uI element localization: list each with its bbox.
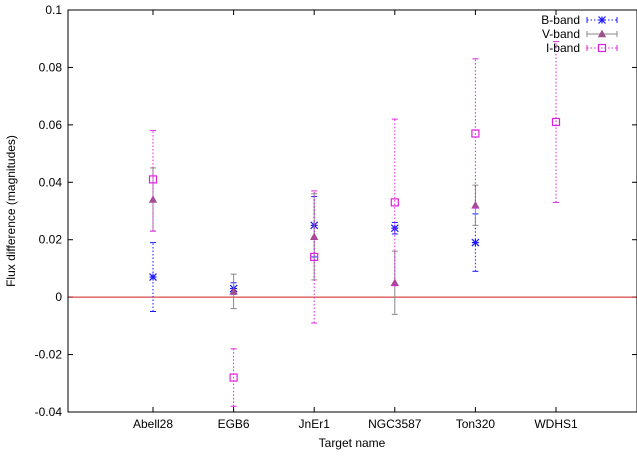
legend-marker [597,43,607,53]
data-point [229,287,238,295]
x-axis-tick-labels: Abell28 EGB6 JnEr1 NGC3587 Ton320 WDHS1 [133,417,578,431]
x-tick-label: NGC3587 [368,417,422,431]
data-series-layer [148,41,561,407]
y-axis-tick-labels: -0.04 -0.02 0 0.02 0.04 0.06 0.08 0.1 [35,3,63,419]
data-point [390,198,399,207]
data-point [471,238,480,247]
data-point [471,129,480,138]
y-tick-label: -0.04 [35,405,63,419]
data-point [149,273,157,281]
x-tick-label: JnEr1 [299,417,331,431]
legend-label: B-band [541,13,580,27]
legend-label: I-band [546,41,580,55]
plot-frame [67,9,637,413]
data-point [229,373,238,382]
x-tick-label: EGB6 [218,417,250,431]
y-tick-label: 0.02 [39,233,63,247]
legend-marker [597,29,607,38]
y-tick-label: 0.1 [45,3,62,17]
data-point [148,175,158,184]
x-axis-label: Target name [319,436,386,450]
legend-marker [598,16,606,24]
y-tick-label: 0 [55,290,62,304]
data-point [551,117,561,127]
data-point [310,252,319,262]
y-tick-label: -0.02 [35,348,63,362]
y-tick-label: 0.08 [39,60,63,74]
y-axis-label: Flux difference (magnitudes) [4,135,18,287]
legend-label: V-band [542,27,580,41]
x-tick-label: Abell28 [133,417,173,431]
x-tick-label: WDHS1 [534,417,578,431]
y-tick-label: 0.04 [39,175,63,189]
data-point [310,232,319,241]
y-tick-label: 0.06 [39,118,63,132]
x-tick-label: Ton320 [456,417,496,431]
